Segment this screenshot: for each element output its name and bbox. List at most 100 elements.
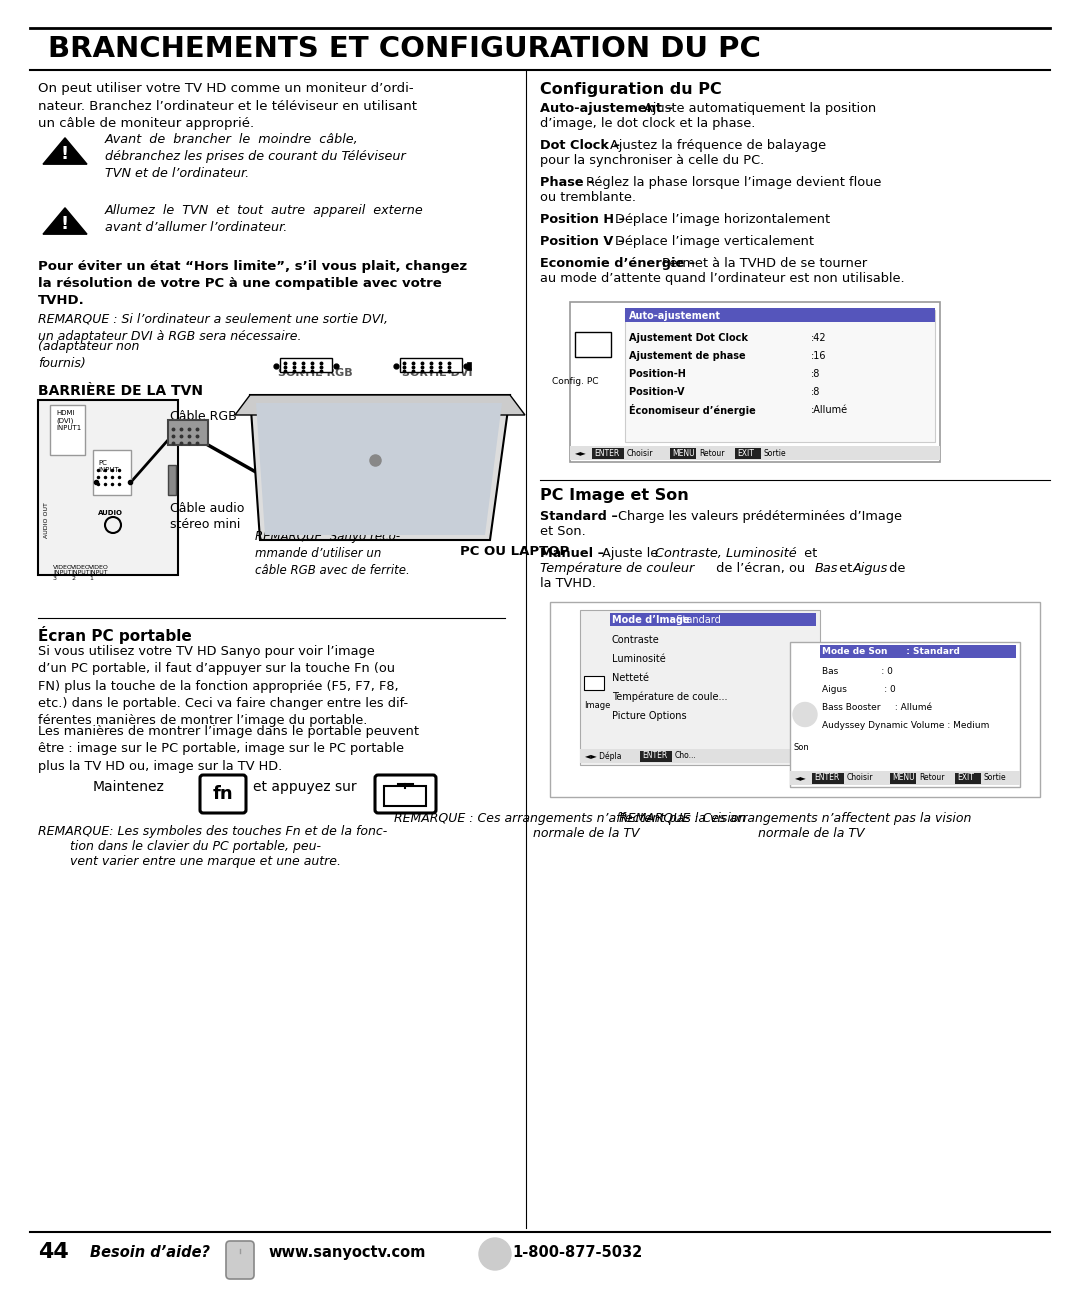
Bar: [820, 645, 1016, 658]
Text: ou tremblante.: ou tremblante.: [540, 191, 636, 205]
Text: Bas               : 0: Bas : 0: [822, 667, 893, 676]
Text: On peut utiliser votre TV HD comme un moniteur d’ordi-
nateur. Branchez l’ordina: On peut utiliser votre TV HD comme un mo…: [38, 83, 417, 130]
Text: pour la synchroniser à celle du PC.: pour la synchroniser à celle du PC.: [540, 153, 765, 166]
Bar: [584, 676, 604, 690]
Text: de: de: [885, 562, 905, 576]
Text: Image: Image: [584, 700, 610, 709]
Text: !: !: [60, 146, 69, 164]
Text: Déplace l’image verticalement: Déplace l’image verticalement: [616, 235, 814, 248]
Text: PC Image et Son: PC Image et Son: [540, 488, 689, 503]
Text: Son: Son: [794, 742, 810, 751]
Text: ◄►: ◄►: [575, 448, 586, 458]
Bar: [570, 302, 940, 461]
Bar: [280, 358, 332, 372]
Bar: [93, 450, 131, 496]
Text: EXIT: EXIT: [957, 773, 974, 783]
Polygon shape: [43, 208, 87, 235]
Bar: [467, 362, 471, 370]
Text: VIDEO
INPUT
2: VIDEO INPUT 2: [71, 565, 91, 581]
Text: REMARQUE : Ces arrangements n’affectent pas la vision: REMARQUE : Ces arrangements n’affectent …: [619, 812, 971, 825]
Text: Phase –: Phase –: [540, 176, 599, 189]
Text: Ajuste automatiquement la position: Ajuste automatiquement la position: [645, 102, 877, 115]
Bar: [640, 751, 672, 762]
Text: VIDEO
INPUT
1: VIDEO INPUT 1: [89, 565, 109, 581]
Text: ENTER: ENTER: [594, 448, 619, 458]
Bar: [735, 448, 761, 459]
Text: Sortie: Sortie: [764, 448, 786, 458]
FancyBboxPatch shape: [200, 775, 246, 813]
Bar: [789, 642, 1020, 787]
Text: EXIT: EXIT: [737, 448, 754, 458]
Text: Dot Clock –: Dot Clock –: [540, 139, 624, 152]
Text: Aigus: Aigus: [853, 562, 889, 576]
Text: SORTIE RGB: SORTIE RGB: [278, 368, 353, 378]
Text: Ajuste le: Ajuste le: [602, 547, 662, 560]
Text: Contraste, Luminosité: Contraste, Luminosité: [654, 547, 797, 560]
Text: Retour: Retour: [699, 448, 725, 458]
Text: ◄►: ◄►: [795, 773, 807, 783]
Text: Manuel –: Manuel –: [540, 547, 609, 560]
Text: Netteté: Netteté: [612, 673, 649, 683]
Text: Configuration du PC: Configuration du PC: [540, 83, 721, 97]
Polygon shape: [235, 395, 525, 416]
Text: AUDIO: AUDIO: [98, 510, 123, 517]
Text: Ajustez la fréquence de balayage: Ajustez la fréquence de balayage: [609, 139, 826, 152]
Bar: [168, 420, 208, 444]
Text: Économiseur d’énergie: Économiseur d’énergie: [629, 404, 756, 416]
Text: Bass Booster     : Allumé: Bass Booster : Allumé: [822, 704, 932, 712]
Text: et: et: [835, 562, 856, 576]
Polygon shape: [256, 402, 502, 535]
Polygon shape: [43, 138, 87, 164]
Text: vent varier entre une marque et une autre.: vent varier entre une marque et une autr…: [38, 855, 341, 868]
Bar: [575, 332, 611, 357]
Text: Maintenez: Maintenez: [93, 780, 165, 794]
Text: normale de la TV: normale de la TV: [501, 827, 639, 840]
Text: Température de coule...: Température de coule...: [612, 692, 728, 703]
Text: Écran PC portable: Écran PC portable: [38, 625, 192, 644]
Text: fn: fn: [213, 785, 233, 804]
Text: normale de la TV: normale de la TV: [726, 827, 864, 840]
Text: Déplace l’image horizontalement: Déplace l’image horizontalement: [616, 212, 831, 225]
FancyBboxPatch shape: [375, 775, 436, 813]
Bar: [955, 773, 981, 784]
Bar: [400, 358, 462, 372]
Text: SORTIE DVI: SORTIE DVI: [402, 368, 473, 378]
Text: de l’écran, ou: de l’écran, ou: [712, 562, 809, 576]
Text: Mode d’Image: Mode d’Image: [612, 615, 690, 625]
Text: ENTER: ENTER: [814, 773, 839, 783]
Text: Réglez la phase lorsque l’image devient floue: Réglez la phase lorsque l’image devient …: [586, 176, 881, 189]
Text: Température de couleur: Température de couleur: [540, 562, 694, 576]
Text: Les manières de montrer l’image dans le portable peuvent
être : image sur le PC : Les manières de montrer l’image dans le …: [38, 725, 419, 772]
Bar: [890, 773, 916, 784]
Text: Retour: Retour: [919, 773, 945, 783]
Text: Economie d’énergie –: Economie d’énergie –: [540, 257, 700, 270]
Text: MENU: MENU: [892, 773, 915, 783]
Text: PC OU LAPTOP: PC OU LAPTOP: [460, 545, 569, 558]
Bar: [625, 308, 935, 323]
Text: Pour éviter un état “Hors limite”, s’il vous plait, changez
la résolution de vot: Pour éviter un état “Hors limite”, s’il …: [38, 260, 468, 307]
Text: Avant  de  brancher  le  moindre  câble,
débranchez les prises de courant du Tél: Avant de brancher le moindre câble, débr…: [105, 132, 406, 181]
Text: Sortie: Sortie: [984, 773, 1007, 783]
Text: et Son.: et Son.: [540, 524, 585, 538]
Text: Besoin d’aide?: Besoin d’aide?: [90, 1245, 210, 1260]
Text: REMARQUE : Si l’ordinateur a seulement une sortie DVI,
un adaptateur DVI à RGB s: REMARQUE : Si l’ordinateur a seulement u…: [38, 313, 388, 343]
Bar: [625, 309, 935, 442]
Text: Auto-ajustement: Auto-ajustement: [629, 311, 721, 321]
Text: :8: :8: [811, 387, 821, 397]
Text: HDMI
(DVI)
INPUT1: HDMI (DVI) INPUT1: [56, 410, 81, 430]
Bar: [570, 446, 940, 460]
Text: ◄► Dépla: ◄► Dépla: [585, 751, 621, 760]
Text: la TVHD.: la TVHD.: [540, 577, 596, 590]
Bar: [550, 602, 1040, 797]
Text: Choisir: Choisir: [847, 773, 873, 783]
Text: Allumez  le  TVN  et  tout  autre  appareil  externe
avant d’allumer l’ordinateu: Allumez le TVN et tout autre appareil ex…: [105, 205, 423, 235]
Text: BARRIÈRE DE LA TVN: BARRIÈRE DE LA TVN: [38, 384, 203, 399]
Text: Position-V: Position-V: [629, 387, 721, 397]
Text: : Standard: : Standard: [670, 615, 720, 625]
Text: Si vous utilisez votre TV HD Sanyo pour voir l’image
d’un PC portable, il faut d: Si vous utilisez votre TV HD Sanyo pour …: [38, 645, 408, 728]
Text: et: et: [800, 547, 818, 560]
Text: 44: 44: [38, 1242, 69, 1262]
Bar: [670, 448, 696, 459]
Text: Config. PC: Config. PC: [552, 378, 598, 387]
Circle shape: [480, 1238, 511, 1270]
